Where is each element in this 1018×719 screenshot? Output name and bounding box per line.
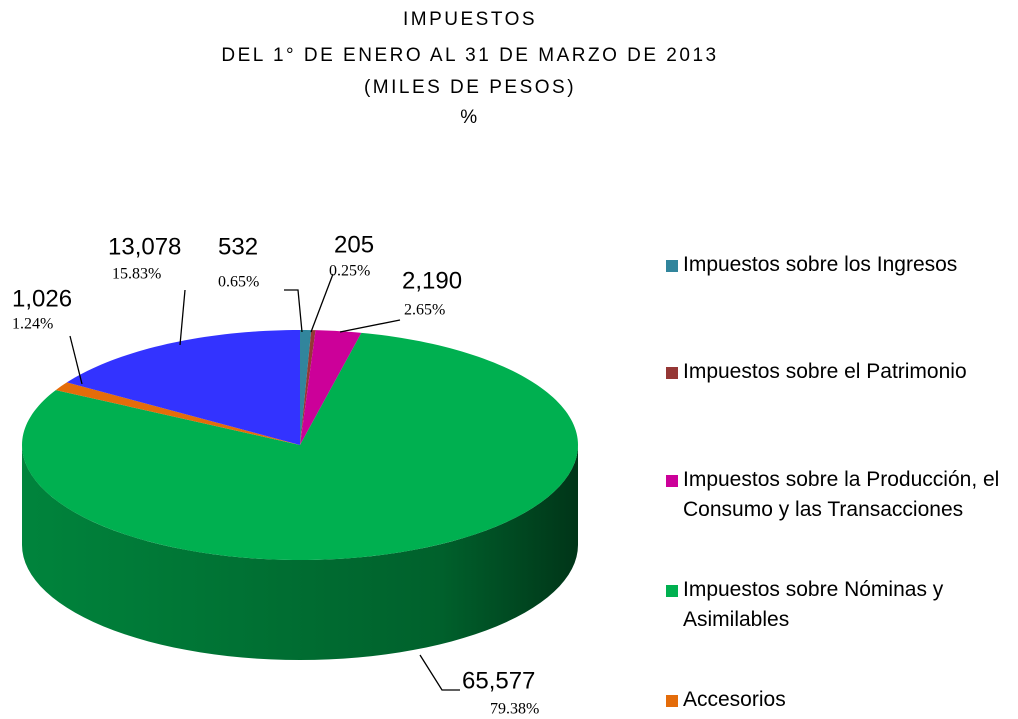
value-label: 1,026 <box>12 285 72 312</box>
legend-item: Impuestos sobre los Ingresos <box>666 250 1011 280</box>
legend-label: Impuestos sobre los Ingresos <box>683 253 958 276</box>
percent-label: 0.65% <box>218 274 259 291</box>
percent-label: 0.25% <box>329 263 370 280</box>
slice <box>22 332 578 560</box>
slice <box>300 330 362 445</box>
legend-item: Impuestos sobre el Patrimonio <box>666 357 1011 387</box>
percent-label: 15.83% <box>112 266 161 283</box>
slice <box>300 330 316 445</box>
leader-line <box>310 273 334 333</box>
percent-label: 2.65% <box>404 302 445 319</box>
legend-swatch <box>666 585 678 597</box>
slice <box>300 330 312 445</box>
legend-swatch <box>666 475 678 487</box>
legend-label: Impuestos sobre el Patrimonio <box>683 360 967 383</box>
slice <box>66 330 300 445</box>
slice <box>55 382 300 445</box>
leader-line <box>339 319 401 333</box>
percent-label: 1.24% <box>12 316 53 333</box>
chart-title: IMPUESTOS <box>403 9 537 30</box>
legend-swatch <box>666 695 678 707</box>
percent-label: 79.38% <box>490 701 539 718</box>
slice-side <box>22 445 578 660</box>
legend-swatch <box>666 260 678 272</box>
legend-label: Impuestos sobre la Producción, el Consum… <box>683 468 1000 521</box>
value-label: 205 <box>334 231 374 258</box>
legend-item: Impuestos sobre Nóminas y Asimilables <box>666 575 1011 635</box>
leader-line <box>419 654 460 691</box>
value-label: 13,078 <box>108 233 181 260</box>
chart-title: DEL 1° DE ENERO AL 31 DE MARZO DE 2013 <box>221 45 718 66</box>
legend-item: Accesorios <box>666 685 1011 715</box>
legend-item: Impuestos sobre la Producción, el Consum… <box>666 465 1011 525</box>
leader-line <box>179 289 186 346</box>
legend-label: Impuestos sobre Nóminas y Asimilables <box>683 578 944 631</box>
value-label: 2,190 <box>402 267 462 294</box>
value-label: 532 <box>218 233 258 260</box>
leader-line <box>69 335 83 385</box>
legend-label: Accesorios <box>683 688 786 711</box>
leader-line <box>284 289 303 333</box>
chart-title: % <box>460 107 479 128</box>
chart-title: (MILES DE PESOS) <box>364 77 576 98</box>
legend-swatch <box>666 367 678 379</box>
value-label: 65,577 <box>462 667 535 694</box>
